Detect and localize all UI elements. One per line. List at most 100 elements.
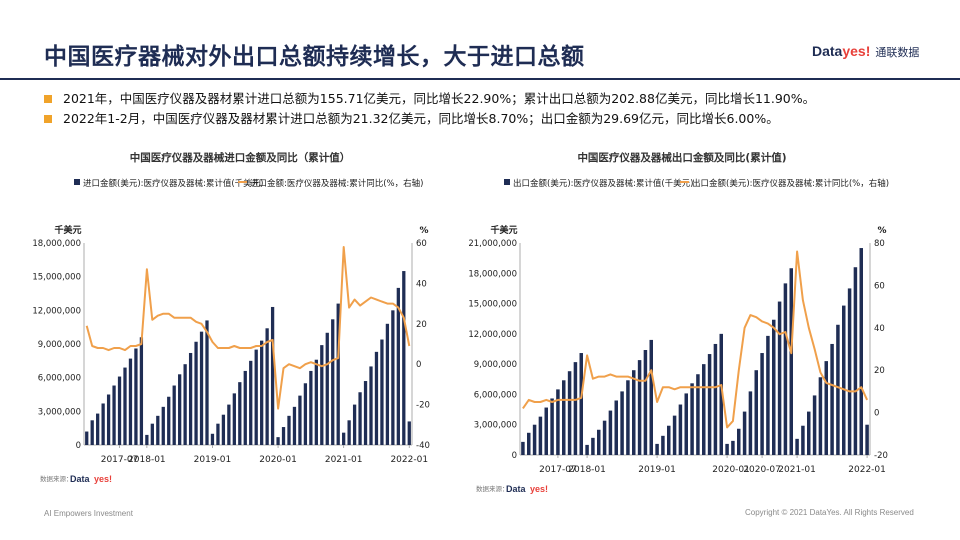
bar: [325, 332, 329, 445]
bar: [672, 415, 677, 455]
bar: [818, 377, 823, 455]
bar: [626, 380, 630, 455]
bar: [842, 305, 846, 455]
footer-tagline: AI Empowers Investment: [44, 509, 133, 518]
source-brand-accent: yes!: [94, 474, 112, 484]
bar: [303, 383, 308, 445]
bar: [172, 385, 176, 445]
bar: [117, 376, 122, 445]
bar: [221, 414, 226, 445]
datayes-logo: Datayes! 通联数据: [812, 43, 919, 60]
logo-brand-accent: yes!: [842, 43, 871, 59]
chart-title: 中国医疗仪器及器械进口金额及同比（累计值）: [130, 151, 351, 164]
bar: [579, 353, 583, 455]
bar: [649, 339, 653, 455]
bar: [281, 427, 286, 445]
bar: [347, 420, 351, 445]
bar: [602, 420, 607, 455]
legend-bar-swatch: [504, 179, 510, 185]
bar: [667, 425, 671, 455]
bar: [194, 341, 198, 445]
bar: [573, 362, 578, 455]
bar: [298, 395, 302, 445]
bar: [260, 340, 264, 445]
bar: [178, 374, 182, 445]
bar: [336, 303, 340, 445]
y-tick-left: 15,000,000: [32, 273, 81, 283]
y-tick-left: 21,000,000: [468, 239, 517, 249]
bar: [314, 359, 318, 445]
bar: [812, 395, 817, 455]
import-chart: 中国医疗仪器及器械进口金额及同比（累计值） 进口金额(美元):医疗仪器及器械:累计…: [32, 151, 430, 484]
logo-brand-main: Data: [812, 43, 843, 59]
bar: [320, 345, 324, 445]
bar: [276, 437, 280, 445]
x-tick-label: 2021-01: [778, 465, 816, 475]
bar: [836, 324, 840, 455]
bar: [265, 328, 269, 445]
bar: [331, 319, 335, 445]
y-tick-left: 12,000,000: [32, 306, 81, 316]
bar: [731, 440, 735, 455]
x-tick-label: 2020-07: [743, 465, 781, 475]
bar: [556, 389, 560, 455]
footer-copyright: Copyright © 2021 DataYes. All Rights Res…: [745, 508, 914, 517]
bar: [96, 413, 100, 445]
bar: [807, 411, 811, 455]
x-tick-label: 2017-07: [101, 455, 139, 465]
bar: [795, 438, 799, 455]
bullet-square-icon: [44, 115, 52, 123]
bar: [789, 268, 793, 455]
legend-label: 进口金额(美元):医疗仪器及器械:累计值(千美元): [83, 178, 264, 189]
x-tick-label: 2017-07: [539, 465, 577, 475]
bar: [766, 335, 770, 455]
y-tick-right: -20: [416, 401, 430, 411]
axis-unit-right: %: [419, 226, 428, 236]
header-divider: [0, 78, 960, 80]
bar: [632, 370, 636, 455]
bullet-text: 2021年，中国医疗仪器及器材累计进口总额为155.71亿美元，同比增长22.9…: [63, 91, 816, 106]
x-tick-label: 2022-01: [848, 465, 886, 475]
bar: [112, 385, 116, 445]
y-tick-right: 60: [416, 239, 427, 249]
bar: [385, 323, 390, 445]
y-tick-left: 3,000,000: [474, 421, 517, 431]
bullet-item: 2021年，中国医疗仪器及器材累计进口总额为155.71亿美元，同比增长22.9…: [44, 89, 815, 109]
bar: [85, 431, 89, 445]
bar: [643, 350, 648, 455]
bar: [725, 443, 729, 455]
y-tick-left: 0: [512, 451, 517, 461]
bar: [205, 320, 209, 445]
source-brand-accent: yes!: [530, 484, 548, 494]
bar: [402, 271, 406, 445]
bar: [254, 349, 258, 445]
bar: [859, 248, 863, 455]
bar: [527, 432, 531, 455]
bullet-square-icon: [44, 95, 52, 103]
bar: [309, 370, 313, 445]
export-chart: 中国医疗仪器及器械出口金额及同比(累计值) 出口金额(美元):医疗仪器及器械:累计…: [468, 151, 889, 494]
bar: [216, 423, 220, 445]
bar: [243, 370, 247, 445]
source-label: 数据来源：: [476, 484, 509, 493]
bar: [597, 429, 601, 455]
y-tick-right: 0: [416, 360, 421, 370]
x-tick-label: 2019-01: [194, 455, 232, 465]
y-tick-left: 18,000,000: [468, 269, 517, 279]
y-tick-right: 40: [874, 324, 885, 334]
bar: [719, 333, 723, 455]
bar: [760, 353, 764, 455]
bar: [865, 424, 869, 455]
bar: [707, 354, 712, 455]
bar: [232, 393, 236, 445]
y-tick-right: 40: [416, 279, 427, 289]
bar: [567, 371, 572, 455]
bullet-text: 2022年1-2月，中国医疗仪器及器材累计进口总额为21.32亿美元，同比增长8…: [63, 111, 779, 126]
bar: [188, 352, 193, 445]
bar: [380, 339, 384, 445]
page-title: 中国医疗器械对外出口总额持续增长，大于进口总额: [44, 44, 585, 70]
source-label: 数据来源：: [40, 474, 73, 483]
y-tick-right: 20: [874, 366, 885, 376]
y-tick-right: 0: [874, 409, 879, 419]
bar: [772, 319, 776, 455]
